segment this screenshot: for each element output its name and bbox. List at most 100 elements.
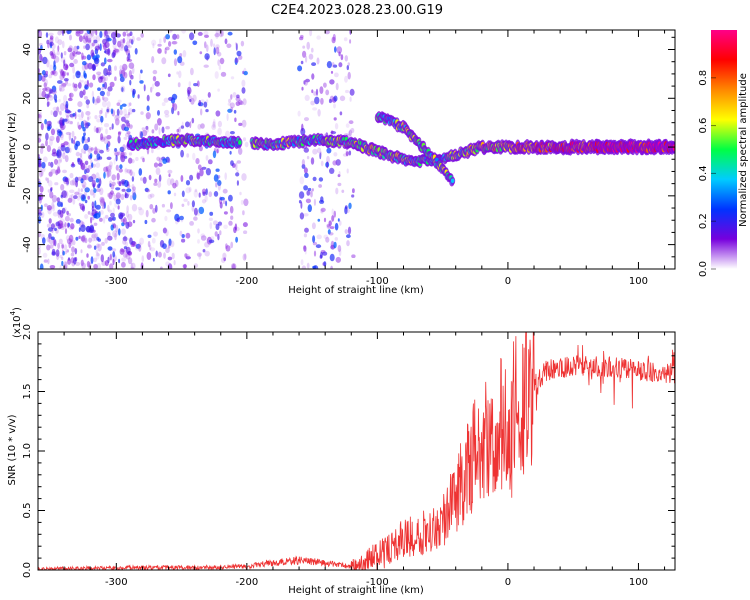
noise-speckle	[109, 81, 115, 88]
noise-speckle	[91, 42, 95, 47]
noise-speckle	[181, 30, 187, 34]
noise-speckle	[86, 54, 92, 61]
noise-speckle	[239, 101, 244, 105]
noise-speckle	[46, 244, 51, 251]
noise-speckle	[234, 117, 237, 123]
noise-speckle	[303, 167, 308, 174]
noise-speckle	[120, 124, 124, 128]
noise-speckle	[230, 94, 233, 100]
noise-speckle	[333, 152, 338, 157]
noise-speckle	[180, 149, 185, 158]
noise-speckle	[127, 102, 131, 108]
noise-speckle	[219, 30, 223, 38]
noise-speckle	[214, 71, 219, 79]
noise-speckle	[197, 164, 202, 170]
noise-speckle	[189, 32, 195, 41]
noise-speckle	[207, 159, 213, 165]
noise-speckle	[83, 191, 87, 196]
noise-speckle	[196, 171, 199, 178]
noise-speckle	[323, 261, 327, 267]
noise-speckle	[78, 124, 82, 130]
noise-speckle	[65, 131, 72, 136]
noise-speckle	[51, 228, 54, 233]
noise-speckle	[82, 89, 86, 96]
noise-speckle	[313, 198, 316, 206]
noise-speckle	[304, 94, 310, 101]
noise-speckle	[68, 133, 72, 141]
noise-speckle	[104, 77, 107, 82]
noise-speckle	[172, 102, 175, 108]
noise-speckle	[110, 32, 117, 39]
snr-ticks: -300 -200 -100 0 100 0.0 0.5 1.0 1.5 2.0	[22, 324, 675, 588]
noise-speckle	[95, 204, 101, 210]
noise-speckle	[243, 230, 248, 234]
noise-speckle	[46, 95, 49, 101]
noise-speckle	[87, 195, 90, 200]
noise-speckle	[119, 65, 123, 71]
noise-speckle	[131, 35, 135, 43]
noise-speckle	[135, 243, 141, 249]
noise-speckle	[186, 153, 190, 158]
noise-speckle	[129, 195, 133, 201]
noise-speckle	[311, 73, 315, 80]
noise-speckle	[70, 223, 75, 230]
noise-speckle	[228, 220, 233, 226]
noise-speckle	[347, 226, 352, 235]
noise-speckle	[138, 244, 142, 252]
noise-speckle	[114, 151, 119, 157]
noise-speckle	[85, 43, 90, 51]
noise-speckle	[120, 154, 126, 163]
noise-speckle	[93, 147, 99, 153]
noise-speckle	[337, 244, 342, 253]
noise-speckle	[77, 187, 81, 195]
noise-speckle	[222, 252, 227, 260]
noise-speckle	[153, 231, 158, 237]
noise-speckle	[73, 86, 78, 92]
noise-speckle	[326, 147, 332, 154]
noise-speckle	[192, 40, 198, 46]
noise-speckle	[114, 65, 117, 71]
noise-speckle	[82, 235, 86, 243]
noise-speckle	[160, 266, 163, 269]
noise-speckle	[157, 110, 160, 116]
noise-speckle	[203, 64, 209, 68]
snr-xtick-label: -100	[366, 577, 389, 588]
noise-speckle	[102, 205, 105, 210]
noise-speckle	[96, 71, 102, 76]
noise-speckle	[165, 126, 170, 130]
noise-speckle	[156, 156, 161, 161]
noise-speckle	[205, 168, 211, 176]
noise-speckle	[103, 201, 106, 209]
noise-speckle	[141, 129, 148, 137]
noise-speckle	[104, 41, 110, 48]
noise-speckle	[351, 194, 355, 198]
noise-speckle	[72, 198, 76, 205]
noise-speckle	[157, 181, 162, 188]
noise-speckle	[123, 179, 129, 188]
noise-speckle	[91, 179, 96, 188]
noise-speckle	[63, 141, 69, 146]
noise-speckle	[59, 87, 65, 92]
noise-speckle	[45, 139, 48, 147]
noise-speckle	[303, 80, 306, 85]
noise-speckle	[135, 156, 139, 162]
noise-speckle	[305, 55, 308, 63]
noise-speckle	[178, 70, 182, 79]
noise-speckle	[106, 68, 112, 75]
noise-speckle	[147, 234, 152, 238]
noise-speckle	[238, 147, 243, 155]
noise-speckle	[319, 152, 322, 160]
noise-speckle	[91, 206, 94, 212]
noise-speckle	[204, 34, 209, 38]
noise-speckle	[115, 224, 119, 233]
noise-speckle	[59, 103, 65, 111]
noise-speckle	[157, 163, 163, 167]
noise-speckle	[54, 182, 59, 186]
noise-speckle	[66, 30, 72, 34]
noise-speckle	[130, 262, 136, 269]
noise-speckle	[119, 212, 126, 217]
noise-speckle	[87, 137, 90, 143]
noise-speckle	[92, 74, 96, 81]
noise-speckle	[126, 122, 131, 127]
